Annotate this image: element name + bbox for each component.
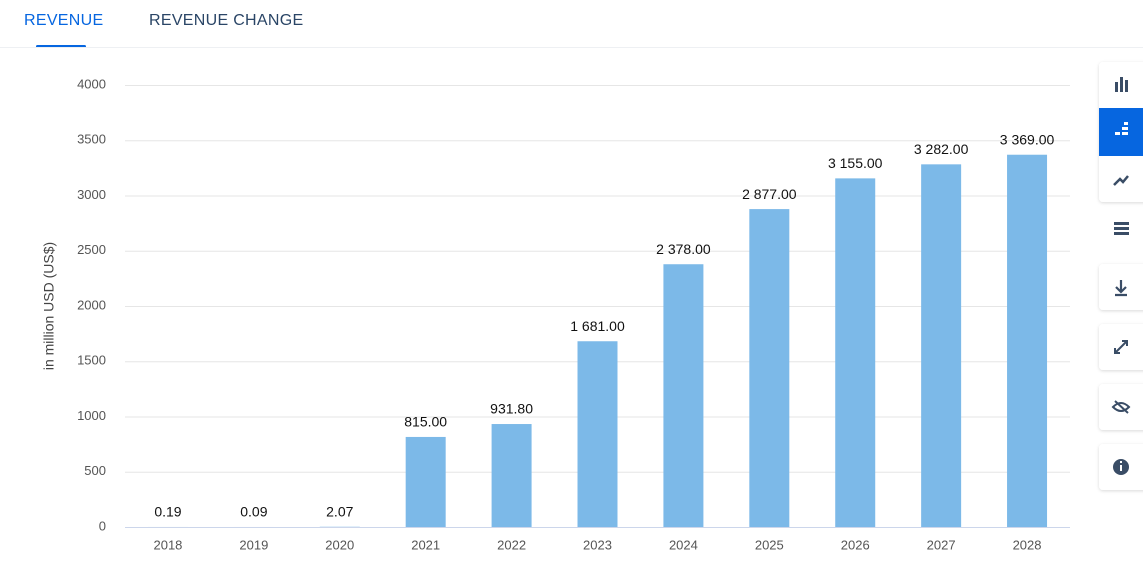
x-tick-label: 2023	[583, 537, 612, 552]
x-tick-label: 2026	[841, 537, 870, 552]
y-tick-label: 3000	[77, 187, 106, 202]
x-tick-label: 2020	[325, 537, 354, 552]
value-label: 0.09	[240, 504, 267, 520]
value-label: 3 155.00	[828, 155, 883, 171]
x-tick-label: 2021	[411, 537, 440, 552]
value-label: 2 378.00	[656, 241, 711, 257]
x-tick-label: 2019	[239, 537, 268, 552]
value-label: 2 877.00	[742, 186, 797, 202]
x-tick-label: 2022	[497, 537, 526, 552]
value-label: 0.19	[154, 504, 181, 520]
value-label: 3 369.00	[1000, 131, 1055, 147]
bar	[835, 178, 875, 527]
info-icon	[1120, 461, 1122, 463]
bar	[492, 424, 532, 527]
x-tick-label: 2024	[669, 537, 698, 552]
bar	[749, 209, 789, 527]
y-tick-label: 3500	[77, 132, 106, 147]
bar	[406, 437, 446, 527]
tab[interactable]: REVENUE	[24, 12, 103, 29]
info-icon	[1120, 465, 1122, 471]
value-label: 3 282.00	[914, 141, 969, 157]
bar	[921, 164, 961, 527]
plot: 0 500 1000 1500 2000 2500 3000 3500 4000 2018 0.19…	[77, 76, 1070, 552]
table-button[interactable]	[1114, 222, 1129, 235]
value-label: 931.80	[490, 401, 533, 417]
x-tick-label: 2025	[755, 537, 784, 552]
tab[interactable]: REVENUE CHANGE	[149, 12, 303, 29]
y-tick-label: 0	[99, 518, 106, 533]
x-tick-label: 2028	[1013, 537, 1042, 552]
bar	[663, 264, 703, 527]
y-tick-label: 1000	[77, 408, 106, 423]
x-tick-label: 2018	[153, 537, 182, 552]
horizontal-bar-button[interactable]	[1099, 108, 1143, 156]
y-tick-label: 2000	[77, 297, 106, 312]
value-label: 815.00	[404, 414, 447, 430]
bar	[578, 341, 618, 527]
y-tick-label: 1500	[77, 353, 106, 368]
y-tick-label: 500	[84, 463, 106, 478]
bar	[1007, 155, 1047, 527]
x-tick-label: 2027	[927, 537, 956, 552]
value-label: 1 681.00	[570, 318, 625, 334]
value-label: 2.07	[326, 503, 353, 519]
toolbar	[1099, 62, 1143, 490]
y-axis-label: in million USD (US$)	[41, 242, 57, 370]
y-tick-label: 2500	[77, 242, 106, 257]
y-tick-label: 4000	[77, 76, 106, 91]
